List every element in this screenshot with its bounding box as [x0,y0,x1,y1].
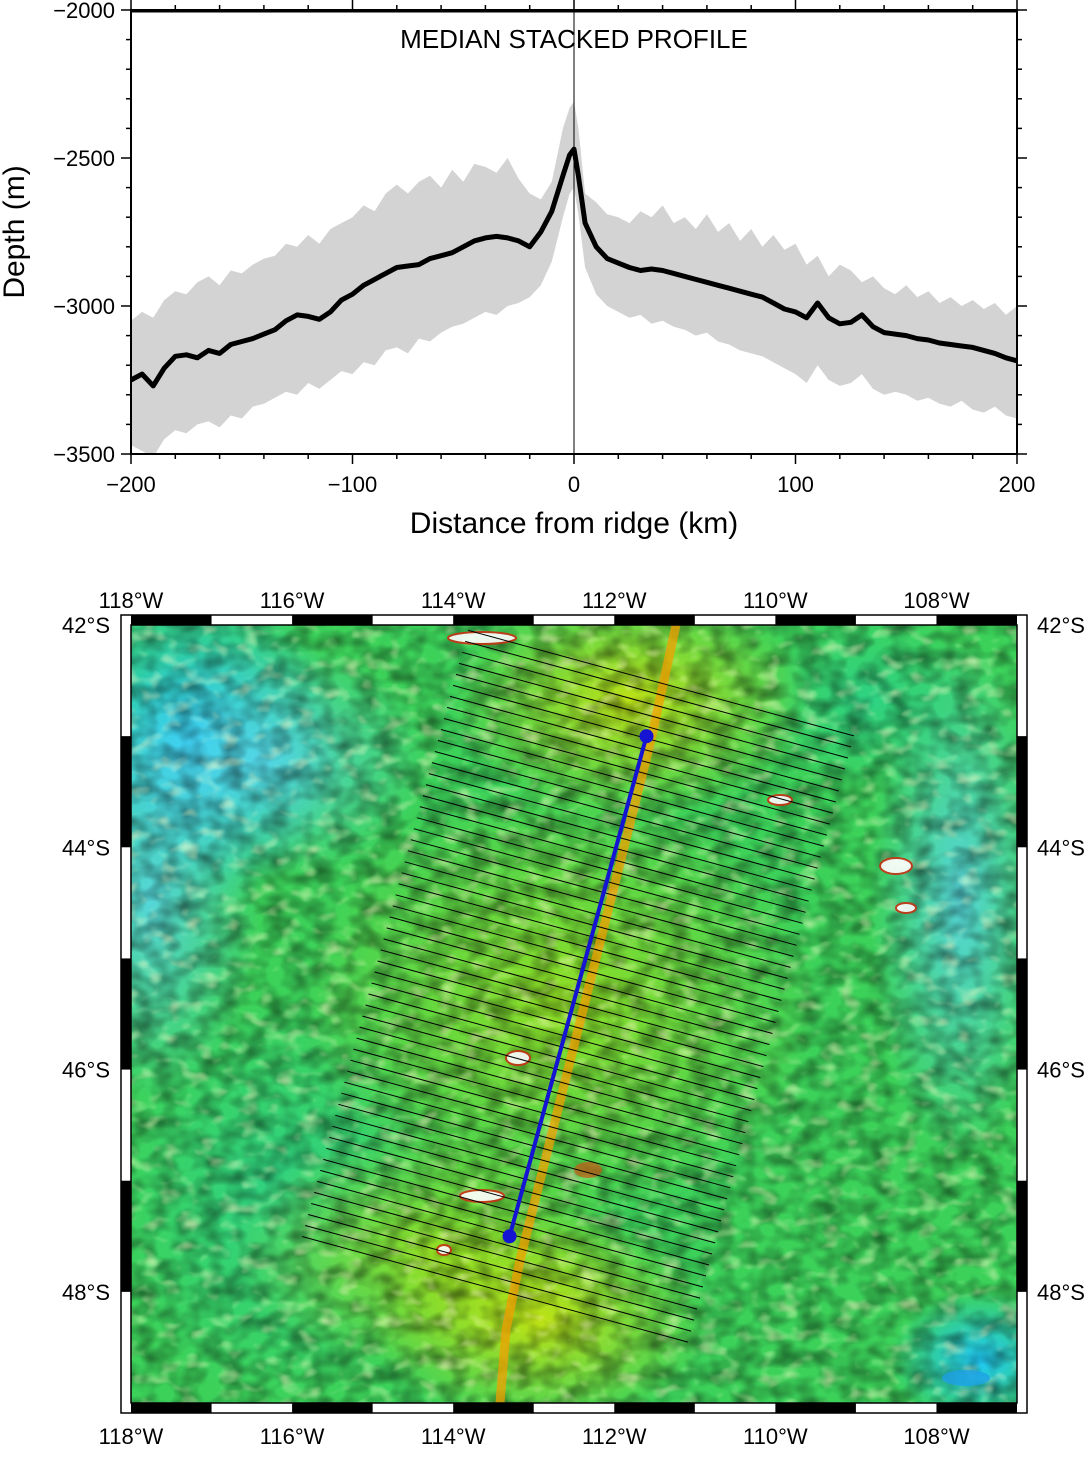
seamount [459,1189,505,1203]
map-bottom-lon-label: 112°W [582,1424,647,1449]
map-tick-labels: 118°W 118°W 116°W 116°W 114°W 114°W 112°W 112°W… [62,588,1085,1449]
envelope-band [131,101,1017,454]
y-axis-title: Depth (m) [0,165,31,298]
frame-segment-top [292,615,373,625]
map-bottom-lon-label: 118°W [99,1424,164,1449]
median-line [131,146,1017,389]
frame-segment-left [121,736,131,848]
map-bottom-lon-label: 116°W [260,1424,325,1449]
map-left-lat-label: 46°S [62,1058,110,1083]
y-tick-label: −2500 [53,146,115,171]
map-right-lat-label: 44°S [1037,835,1085,860]
map-left-lat-label: 48°S [62,1280,110,1305]
profile-start-marker [639,729,654,744]
cross-profile-line [467,629,855,737]
map-raster [131,625,1017,1403]
main-profile-line [507,735,649,1237]
ridge-axis [495,625,681,1403]
frame-segment-bottom [453,1403,534,1413]
map-top-lon-label: 116°W [260,588,325,613]
frame-segment-bottom [936,1403,1017,1413]
map-top-lon-label: 118°W [99,588,164,613]
frame-segment-top [936,615,1017,625]
profile-end-marker [502,1229,517,1244]
cross-profile-line [458,662,846,770]
frame-segment-top [131,615,212,625]
x-tick-label: −200 [106,472,156,497]
seamount [895,902,917,914]
y-tick-label: −2000 [53,0,115,23]
cross-profile-line [301,1236,689,1343]
map-right-lat-label: 48°S [1037,1280,1085,1305]
map-top-lon-label: 108°W [903,588,970,613]
map-left-lat-label: 44°S [62,835,110,860]
frame-segment-right [1017,958,1027,1070]
map-bottom-lon-label: 108°W [903,1424,970,1449]
seamount [447,631,517,645]
map-right-lat-label: 42°S [1037,613,1085,638]
seamount [942,1370,990,1386]
profile-plot: MEDIAN STACKED PROFILE Distance from rid… [0,0,1035,540]
map-top-lon-label: 112°W [582,588,647,613]
frame-segment-right [1017,736,1027,848]
cross-profile-line [314,1191,701,1299]
cross-profile-line [461,651,849,759]
cross-profile-line [308,1214,695,1321]
x-tick-label: 200 [999,472,1036,497]
cross-profile-line [455,673,842,781]
map-top-lon-label: 110°W [743,588,808,613]
seamount [879,857,913,875]
cross-profile-line [464,640,852,748]
x-tick-label: 0 [568,472,580,497]
y-tick-label: −3000 [53,294,115,319]
profile-tick-labels: −200 −100 0 100 200 −3500 −3000 −2500 −2000 [53,0,1035,497]
map-bottom-lon-label: 114°W [421,1424,486,1449]
plot-title: MEDIAN STACKED PROFILE [400,24,748,54]
frame-segment-bottom [292,1403,373,1413]
x-tick-label: 100 [777,472,814,497]
map-right-lat-label: 46°S [1037,1058,1085,1083]
frame-segment-top [775,615,856,625]
x-tick-label: −100 [328,472,378,497]
cross-profile-line [311,1203,698,1310]
map-frame [120,614,1028,1414]
frame-segment-top [614,615,695,625]
seamount [505,1050,531,1066]
frame-segment-left [121,1180,131,1292]
map-bottom-lon-label: 110°W [743,1424,808,1449]
frame-segment-bottom [131,1403,212,1413]
frame-segment-bottom [614,1403,695,1413]
cross-profile-line [305,1225,692,1332]
seamount [574,1162,602,1178]
frame-segment-bottom [775,1403,856,1413]
frame-segment-left [121,958,131,1070]
y-tick-label: −3500 [53,442,115,467]
x-axis-title: Distance from ridge (km) [410,507,738,540]
frame-segment-right [1017,1180,1027,1292]
frame-segment-top [453,615,534,625]
map-left-lat-label: 42°S [62,613,110,638]
map-top-lon-label: 114°W [421,588,486,613]
bathymetry-map: 118°W 118°W 116°W 116°W 114°W 114°W 112°W 112°W… [62,588,1085,1449]
